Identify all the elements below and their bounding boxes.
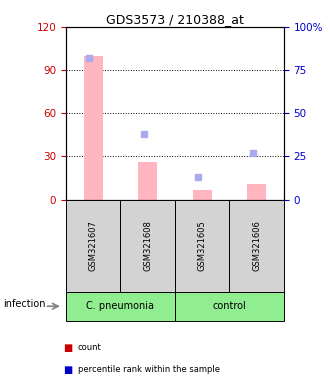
Text: C. pneumonia: C. pneumonia — [86, 301, 154, 311]
Text: GSM321607: GSM321607 — [89, 220, 98, 271]
Text: GSM321608: GSM321608 — [143, 220, 152, 271]
Text: control: control — [213, 301, 246, 311]
Text: ■: ■ — [63, 365, 72, 375]
Bar — [247, 184, 266, 200]
Text: percentile rank within the sample: percentile rank within the sample — [78, 365, 219, 374]
Bar — [84, 56, 103, 200]
Text: ■: ■ — [63, 343, 72, 353]
Text: count: count — [78, 343, 101, 352]
Text: GSM321605: GSM321605 — [198, 220, 207, 271]
Text: GSM321606: GSM321606 — [252, 220, 261, 271]
Bar — [193, 190, 212, 200]
Title: GDS3573 / 210388_at: GDS3573 / 210388_at — [106, 13, 244, 26]
Bar — [138, 162, 157, 200]
Text: infection: infection — [3, 299, 46, 310]
